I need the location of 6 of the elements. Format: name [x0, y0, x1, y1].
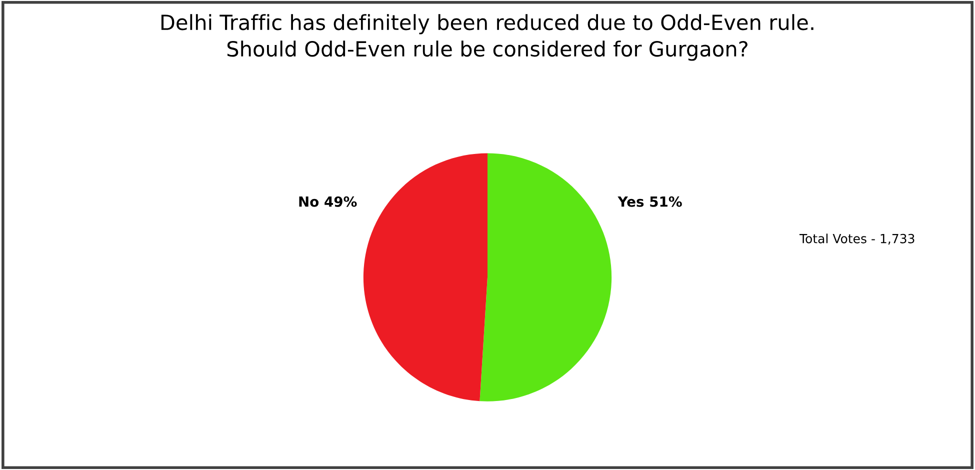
- pie-slice: [363, 153, 488, 402]
- slice-label: No 49%: [299, 196, 357, 207]
- text: Total Votes - 1,733: [799, 234, 914, 245]
- pie-slice: [480, 153, 612, 402]
- chart-title: Delhi Traffic has definitely been reduced due to Odd-Even rule. Should Odd-Even rule be considered for Gurgaon?: [161, 14, 814, 61]
- slice-label: Yes 51%: [618, 196, 682, 207]
